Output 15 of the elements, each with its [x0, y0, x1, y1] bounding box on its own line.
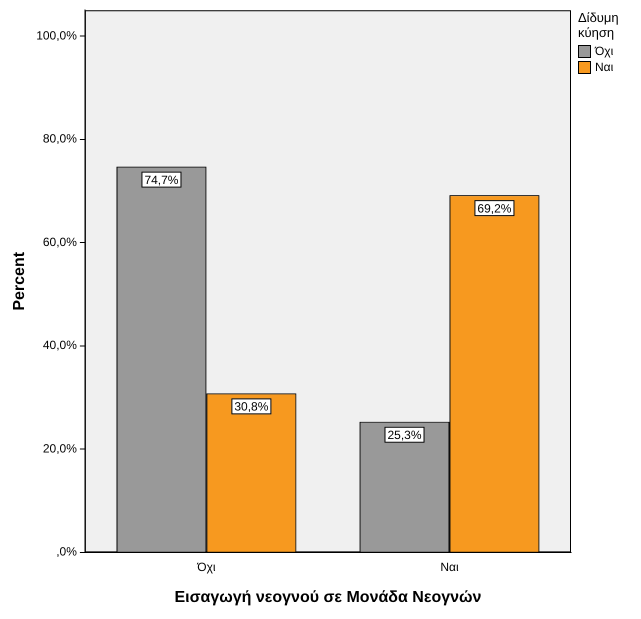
y-tick-label: 40,0%	[42, 338, 78, 352]
y-tick-label: 80,0%	[42, 132, 78, 146]
legend-title: Δίδυμη κύηση	[578, 10, 620, 40]
legend-label: Όχι	[595, 44, 614, 58]
x-axis-title: Εισαγωγή νεογνού σε Μονάδα Νεογνών	[174, 588, 482, 606]
y-tick-label: ,0%	[56, 544, 78, 559]
legend-label: Ναι	[595, 60, 614, 74]
y-tick-label: 60,0%	[42, 234, 78, 249]
y-tick-label: 20,0%	[42, 441, 78, 456]
data-label: 69,2%	[477, 201, 512, 216]
y-axis-title: Percent	[11, 251, 28, 311]
data-label: 74,7%	[144, 172, 179, 187]
data-label: 30,8%	[234, 400, 269, 414]
data-label: 25,3%	[387, 428, 422, 442]
y-tick-label: 100,0%	[36, 28, 78, 42]
